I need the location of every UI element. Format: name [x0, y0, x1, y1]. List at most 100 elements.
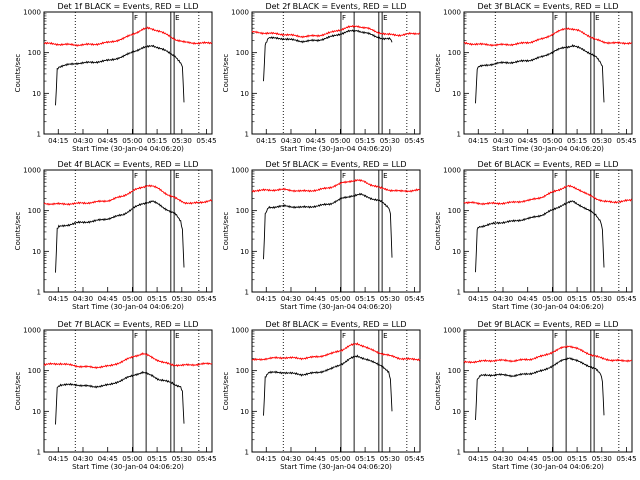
x-tick-label: 05:00	[542, 295, 562, 303]
y-axis-label: Counts/sec	[434, 372, 442, 411]
y-axis-label: Counts/sec	[14, 372, 22, 411]
y-tick-label: 1	[245, 449, 249, 457]
x-tick-label: 05:00	[330, 295, 350, 303]
time-marker-label: F	[134, 172, 138, 180]
y-tick-label: 1000	[443, 327, 461, 335]
x-tick-label: 05:45	[196, 295, 216, 303]
y-tick-label: 10	[452, 408, 461, 416]
events-series-line	[263, 192, 393, 260]
x-tick-label: 05:15	[567, 455, 587, 463]
x-axis-label: Start Time (30-Jan-04 04:06:20)	[492, 463, 604, 471]
y-tick-label: 1	[37, 289, 41, 297]
y-tick-label: 100	[28, 207, 41, 215]
panel-6: Det 6f BLACK = Events, RED = LLD 1 10 100 10…	[434, 160, 637, 311]
y-axis-label: Counts/sec	[222, 372, 230, 411]
panel-4: Det 4f BLACK = Events, RED = LLD 1 10 100 10…	[14, 160, 217, 311]
y-tick-label: 1000	[231, 9, 249, 17]
x-tick-label: 04:30	[281, 137, 301, 145]
x-tick-label: 05:45	[616, 137, 636, 145]
lld-series-line	[463, 27, 633, 47]
x-tick-label: 05:30	[172, 455, 192, 463]
lld-series-line	[463, 345, 633, 364]
panel-8: Det 8f BLACK = Events, RED = LLD 1 10 100 10…	[222, 320, 425, 471]
x-tick-label: 04:45	[306, 455, 326, 463]
lld-series-line	[251, 178, 421, 193]
time-marker-label: E	[595, 14, 599, 22]
x-tick-label: 04:15	[468, 137, 488, 145]
panel-title: Det 9f BLACK = Events, RED = LLD	[477, 320, 618, 329]
y-tick-label: 1	[37, 449, 41, 457]
x-tick-label: 05:30	[592, 295, 612, 303]
x-tick-label: 04:15	[256, 455, 276, 463]
y-tick-label: 10	[240, 248, 249, 256]
x-tick-label: 04:15	[48, 137, 68, 145]
panel-title: Det 7f BLACK = Events, RED = LLD	[57, 320, 198, 329]
y-tick-label: 1000	[443, 9, 461, 17]
x-axis-label: Start Time (30-Jan-04 04:06:20)	[492, 303, 604, 311]
x-tick-label: 04:15	[468, 295, 488, 303]
y-tick-label: 10	[452, 90, 461, 98]
events-series-line	[55, 370, 185, 425]
plot-frame	[463, 329, 633, 453]
y-tick-label: 10	[32, 90, 41, 98]
time-marker-label: E	[175, 332, 179, 340]
x-tick-label: 05:15	[567, 137, 587, 145]
x-tick-label: 05:15	[147, 295, 167, 303]
time-marker-label: F	[134, 14, 138, 22]
panel-title: Det 5f BLACK = Events, RED = LLD	[265, 160, 406, 169]
x-tick-label: 05:45	[196, 455, 216, 463]
y-tick-label: 100	[448, 207, 461, 215]
lld-series-line	[251, 24, 421, 39]
x-tick-label: 04:15	[48, 455, 68, 463]
x-tick-label: 05:45	[404, 455, 424, 463]
y-tick-label: 1	[457, 449, 461, 457]
x-tick-label: 05:00	[330, 455, 350, 463]
y-tick-label: 1	[37, 131, 41, 139]
lld-series-line	[43, 184, 213, 206]
panel-title: Det 4f BLACK = Events, RED = LLD	[57, 160, 198, 169]
y-tick-label: 1	[457, 131, 461, 139]
x-tick-label: 04:45	[518, 137, 538, 145]
plot-frame	[463, 169, 633, 293]
y-tick-label: 100	[28, 367, 41, 375]
y-tick-label: 100	[236, 207, 249, 215]
plot-frame	[43, 169, 213, 293]
x-tick-label: 04:30	[493, 137, 513, 145]
x-tick-label: 04:15	[468, 455, 488, 463]
x-axis-label: Start Time (30-Jan-04 04:06:20)	[280, 463, 392, 471]
x-tick-label: 05:00	[122, 137, 142, 145]
panel-title: Det 8f BLACK = Events, RED = LLD	[265, 320, 406, 329]
y-tick-label: 100	[236, 367, 249, 375]
lld-series-line	[463, 184, 633, 206]
y-tick-label: 10	[32, 248, 41, 256]
y-tick-label: 1	[245, 131, 249, 139]
time-marker-label: F	[342, 332, 346, 340]
y-tick-label: 1000	[231, 327, 249, 335]
time-marker-label: F	[342, 172, 346, 180]
lld-series-line	[251, 342, 421, 362]
y-axis-label: Counts/sec	[434, 54, 442, 93]
events-series-line	[475, 357, 605, 421]
x-axis-label: Start Time (30-Jan-04 04:06:20)	[492, 145, 604, 153]
time-marker-label: E	[383, 172, 387, 180]
y-tick-label: 1000	[23, 327, 41, 335]
x-tick-label: 05:15	[147, 455, 167, 463]
time-marker-label: F	[554, 172, 558, 180]
x-tick-label: 04:45	[98, 295, 118, 303]
x-tick-label: 05:45	[404, 137, 424, 145]
x-tick-label: 05:00	[542, 137, 562, 145]
time-marker-label: E	[383, 332, 387, 340]
plot-frame	[251, 11, 421, 135]
x-tick-label: 05:45	[616, 295, 636, 303]
x-tick-label: 05:00	[330, 137, 350, 145]
y-axis-label: Counts/sec	[222, 54, 230, 93]
x-tick-label: 05:15	[355, 137, 375, 145]
x-tick-label: 05:30	[172, 295, 192, 303]
time-marker-label: E	[175, 172, 179, 180]
panel-5: Det 5f BLACK = Events, RED = LLD 1 10 100 10…	[222, 160, 425, 311]
x-tick-label: 05:15	[355, 455, 375, 463]
panel-title: Det 3f BLACK = Events, RED = LLD	[477, 2, 618, 11]
x-tick-label: 05:30	[592, 455, 612, 463]
x-tick-label: 05:30	[380, 455, 400, 463]
plot-frame	[43, 329, 213, 453]
